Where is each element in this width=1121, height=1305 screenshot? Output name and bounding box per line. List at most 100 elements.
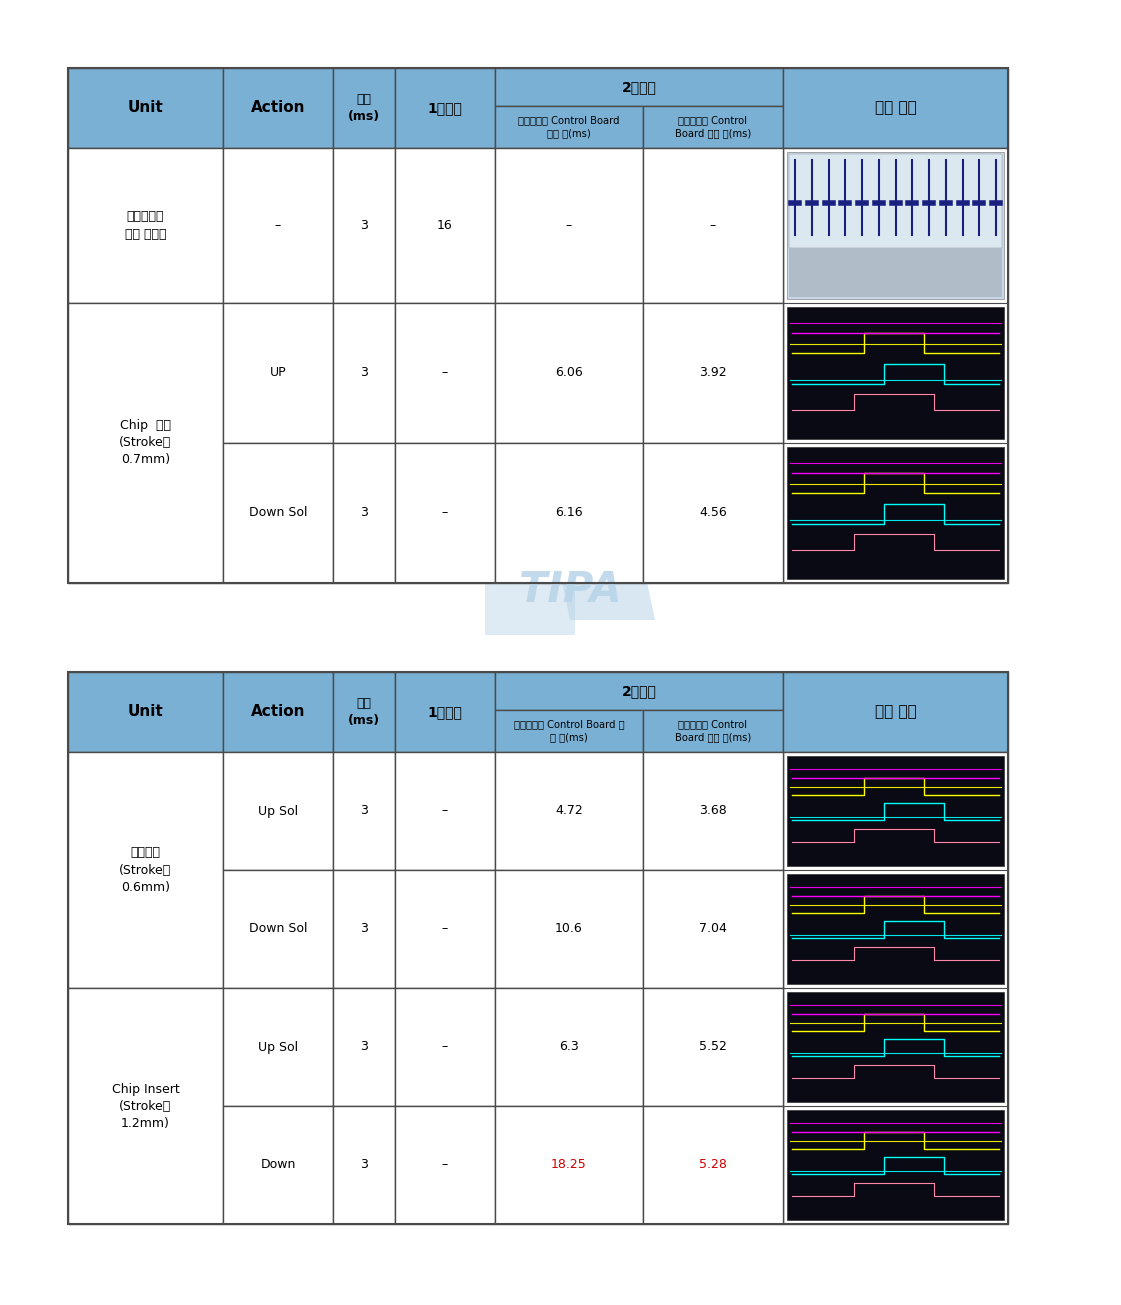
Text: 2차년도: 2차년도 xyxy=(621,684,657,698)
Bar xyxy=(395,68,495,147)
Text: 목표
(ms): 목표 (ms) xyxy=(348,93,380,123)
Text: Up Sol: Up Sol xyxy=(258,1040,298,1053)
Text: 4.72: 4.72 xyxy=(555,804,583,817)
Bar xyxy=(223,68,333,147)
Bar xyxy=(787,874,1004,984)
Bar xyxy=(643,752,782,870)
Text: 용량측정
(Stroke：
0.6mm): 용량측정 (Stroke： 0.6mm) xyxy=(119,847,172,894)
Text: –: – xyxy=(442,1159,448,1172)
Text: 솔레노이드
개발 테스트: 솔레노이드 개발 테스트 xyxy=(124,210,166,240)
Text: Action: Action xyxy=(251,705,305,719)
Bar xyxy=(223,147,333,303)
Bar xyxy=(333,68,395,147)
Bar xyxy=(495,442,643,583)
Text: 목표
(ms): 목표 (ms) xyxy=(348,697,380,727)
Text: 16: 16 xyxy=(437,219,453,232)
Bar xyxy=(223,752,333,870)
Bar xyxy=(68,672,1008,1224)
Text: 3: 3 xyxy=(360,804,368,817)
Text: 솔레노이드 Control
Board 개발 후(ms): 솔레노이드 Control Board 개발 후(ms) xyxy=(675,719,751,743)
Bar xyxy=(223,870,333,988)
Text: 1차년도: 1차년도 xyxy=(427,100,463,115)
Text: UP: UP xyxy=(270,367,286,380)
Text: 3.68: 3.68 xyxy=(700,804,726,817)
Bar xyxy=(333,442,395,583)
Bar xyxy=(495,988,643,1107)
Bar xyxy=(495,68,782,106)
Bar xyxy=(495,672,782,710)
Bar xyxy=(223,303,333,442)
Bar xyxy=(223,442,333,583)
Text: 솔레노이드 Control
Board 개발 후(ms): 솔레노이드 Control Board 개발 후(ms) xyxy=(675,115,751,138)
Bar xyxy=(395,672,495,752)
Bar xyxy=(495,870,643,988)
Bar xyxy=(223,988,333,1107)
Bar xyxy=(333,870,395,988)
Bar xyxy=(495,1107,643,1224)
Text: –: – xyxy=(566,219,572,232)
Text: 6.06: 6.06 xyxy=(555,367,583,380)
Text: –: – xyxy=(442,506,448,519)
Text: 솔레노이드 Control Board 개
발 전(ms): 솔레노이드 Control Board 개 발 전(ms) xyxy=(513,719,624,743)
Text: Unit: Unit xyxy=(128,100,164,116)
Text: 솔레노이드 Control Board
개발 전(ms): 솔레노이드 Control Board 개발 전(ms) xyxy=(518,115,620,138)
Bar xyxy=(395,988,495,1107)
Bar xyxy=(495,710,643,752)
Polygon shape xyxy=(485,549,575,636)
Text: TIPA: TIPA xyxy=(519,569,621,611)
Bar xyxy=(68,672,223,752)
Bar xyxy=(782,752,1008,1224)
Bar xyxy=(789,154,1002,248)
Text: 4.56: 4.56 xyxy=(700,506,726,519)
Text: 10.6: 10.6 xyxy=(555,923,583,936)
Bar xyxy=(223,672,333,752)
Text: Up Sol: Up Sol xyxy=(258,804,298,817)
Bar xyxy=(495,147,643,303)
Bar xyxy=(782,672,1008,752)
Text: –: – xyxy=(442,1040,448,1053)
Text: 6.3: 6.3 xyxy=(559,1040,578,1053)
Text: 3: 3 xyxy=(360,367,368,380)
Bar xyxy=(333,303,395,442)
Bar xyxy=(68,68,1008,583)
Bar xyxy=(333,672,395,752)
Text: 6.16: 6.16 xyxy=(555,506,583,519)
Bar xyxy=(782,68,1008,147)
Text: –: – xyxy=(710,219,716,232)
Bar xyxy=(333,147,395,303)
Bar xyxy=(495,303,643,442)
Text: –: – xyxy=(442,367,448,380)
Bar xyxy=(395,1107,495,1224)
Bar xyxy=(643,106,782,147)
Text: 참고 자료: 참고 자료 xyxy=(874,705,916,719)
Text: Unit: Unit xyxy=(128,705,164,719)
Text: –: – xyxy=(442,804,448,817)
Polygon shape xyxy=(550,525,655,620)
Bar xyxy=(333,988,395,1107)
Text: Down Sol: Down Sol xyxy=(249,923,307,936)
Bar xyxy=(787,992,1004,1101)
Bar xyxy=(643,303,782,442)
Bar xyxy=(787,448,1004,579)
Bar xyxy=(395,303,495,442)
Bar xyxy=(643,710,782,752)
Bar xyxy=(395,752,495,870)
Bar xyxy=(223,1107,333,1224)
Bar xyxy=(68,303,223,583)
Text: 3: 3 xyxy=(360,1159,368,1172)
Text: 5.28: 5.28 xyxy=(700,1159,726,1172)
Text: 1차년도: 1차년도 xyxy=(427,705,463,719)
Text: 3: 3 xyxy=(360,219,368,232)
Bar xyxy=(395,147,495,303)
Bar xyxy=(643,870,782,988)
Bar xyxy=(787,307,1004,438)
Bar xyxy=(782,147,1008,583)
Text: –: – xyxy=(442,923,448,936)
Bar xyxy=(643,147,782,303)
Bar xyxy=(68,147,223,303)
Text: 5.52: 5.52 xyxy=(700,1040,726,1053)
Bar xyxy=(395,442,495,583)
Text: 참고 자료: 참고 자료 xyxy=(874,100,916,116)
Text: 3.92: 3.92 xyxy=(700,367,726,380)
Text: –: – xyxy=(275,219,281,232)
